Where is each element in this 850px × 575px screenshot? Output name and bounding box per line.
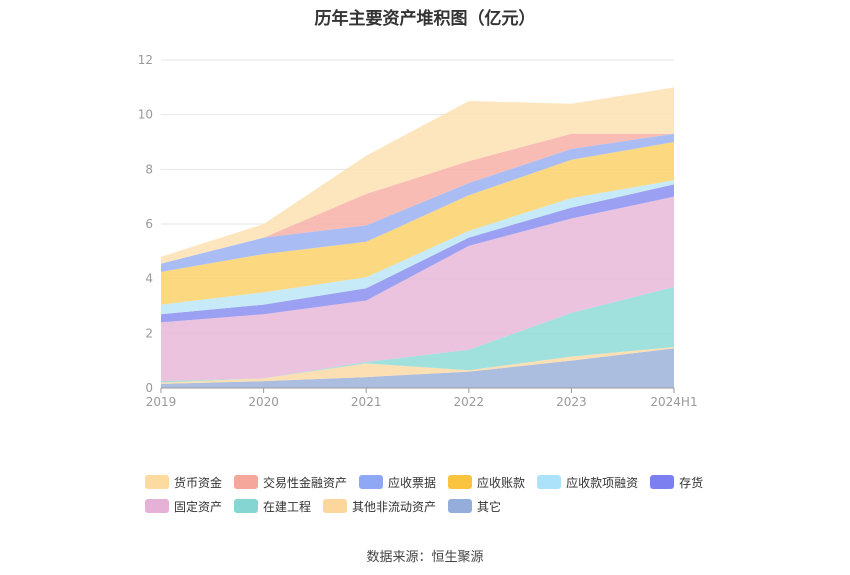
legend-item[interactable]: 其他非流动资产 bbox=[323, 498, 436, 515]
legend-label: 交易性金融资产 bbox=[263, 475, 348, 490]
legend-label: 存货 bbox=[679, 475, 704, 490]
x-tick-label: 2023 bbox=[556, 395, 587, 409]
area-series bbox=[161, 87, 674, 388]
legend-label: 货币资金 bbox=[174, 475, 223, 490]
x-tick-label: 2019 bbox=[146, 395, 177, 409]
legend-swatch bbox=[537, 475, 562, 489]
y-tick-label: 6 bbox=[145, 217, 153, 231]
legend-swatch bbox=[650, 475, 675, 489]
y-tick-label: 10 bbox=[138, 108, 153, 122]
legend-label: 在建工程 bbox=[263, 499, 312, 514]
legend-label: 应收账款 bbox=[477, 475, 526, 490]
legend-item[interactable]: 在建工程 bbox=[234, 498, 311, 515]
legend-item[interactable]: 交易性金融资产 bbox=[234, 474, 347, 491]
legend-swatch bbox=[145, 475, 169, 489]
y-tick-label: 4 bbox=[145, 272, 153, 286]
y-tick-label: 2 bbox=[145, 326, 153, 340]
legend-item[interactable]: 存货 bbox=[650, 474, 703, 491]
data-source-note: 数据来源：恒生聚源 bbox=[366, 550, 484, 565]
legend-swatch bbox=[448, 499, 473, 513]
legend-item[interactable]: 其它 bbox=[448, 498, 501, 515]
legend-swatch bbox=[234, 499, 259, 513]
area-应收款项融资 bbox=[161, 180, 674, 315]
legend-item[interactable]: 固定资产 bbox=[145, 498, 222, 515]
legend-label: 应收票据 bbox=[388, 475, 437, 490]
area-应收账款 bbox=[161, 142, 674, 305]
x-tick-label: 2020 bbox=[248, 395, 279, 409]
x-tick-label: 2021 bbox=[351, 395, 382, 409]
area-货币资金 bbox=[161, 87, 674, 264]
legend-item[interactable]: 应收款项融资 bbox=[537, 474, 638, 491]
legend-label: 应收款项融资 bbox=[566, 475, 639, 490]
legend-swatch bbox=[234, 475, 259, 489]
legend-swatch bbox=[359, 475, 384, 489]
area-交易性金融资产 bbox=[161, 133, 674, 264]
legend-swatch bbox=[323, 499, 348, 513]
x-tick-label: 2024H1 bbox=[650, 395, 697, 409]
legend-row-2: 固定资产 在建工程 其他非流动资产 其它 bbox=[145, 494, 745, 518]
x-tick-label: 2022 bbox=[454, 395, 485, 409]
legend: 货币资金 交易性金融资产 应收票据 应收账款 应收款项融资 存货 固定资产 在建工程 其他非流… bbox=[145, 470, 745, 518]
legend-label: 其它 bbox=[477, 499, 502, 514]
area-其它 bbox=[161, 348, 674, 388]
legend-label: 固定资产 bbox=[174, 499, 223, 514]
legend-swatch bbox=[145, 499, 169, 513]
legend-swatch bbox=[448, 475, 473, 489]
legend-item[interactable]: 货币资金 bbox=[145, 474, 222, 491]
chart-title: 历年主要资产堆积图（亿元） bbox=[314, 9, 536, 29]
area-应收票据 bbox=[161, 133, 674, 272]
y-tick-label: 8 bbox=[145, 162, 153, 176]
y-tick-label: 0 bbox=[145, 381, 153, 395]
area-存货 bbox=[161, 184, 674, 323]
legend-label: 其他非流动资产 bbox=[352, 499, 437, 514]
axes: 0 2 4 6 8 10 12 2019 2020 2021 2022 2023 2024H1 bbox=[138, 53, 698, 409]
y-tick-label: 12 bbox=[138, 53, 153, 67]
area-在建工程 bbox=[161, 286, 674, 383]
legend-row-1: 货币资金 交易性金融资产 应收票据 应收账款 应收款项融资 存货 bbox=[145, 470, 745, 494]
legend-item[interactable]: 应收票据 bbox=[359, 474, 436, 491]
legend-item[interactable]: 应收账款 bbox=[448, 474, 525, 491]
area-固定资产 bbox=[161, 196, 674, 382]
